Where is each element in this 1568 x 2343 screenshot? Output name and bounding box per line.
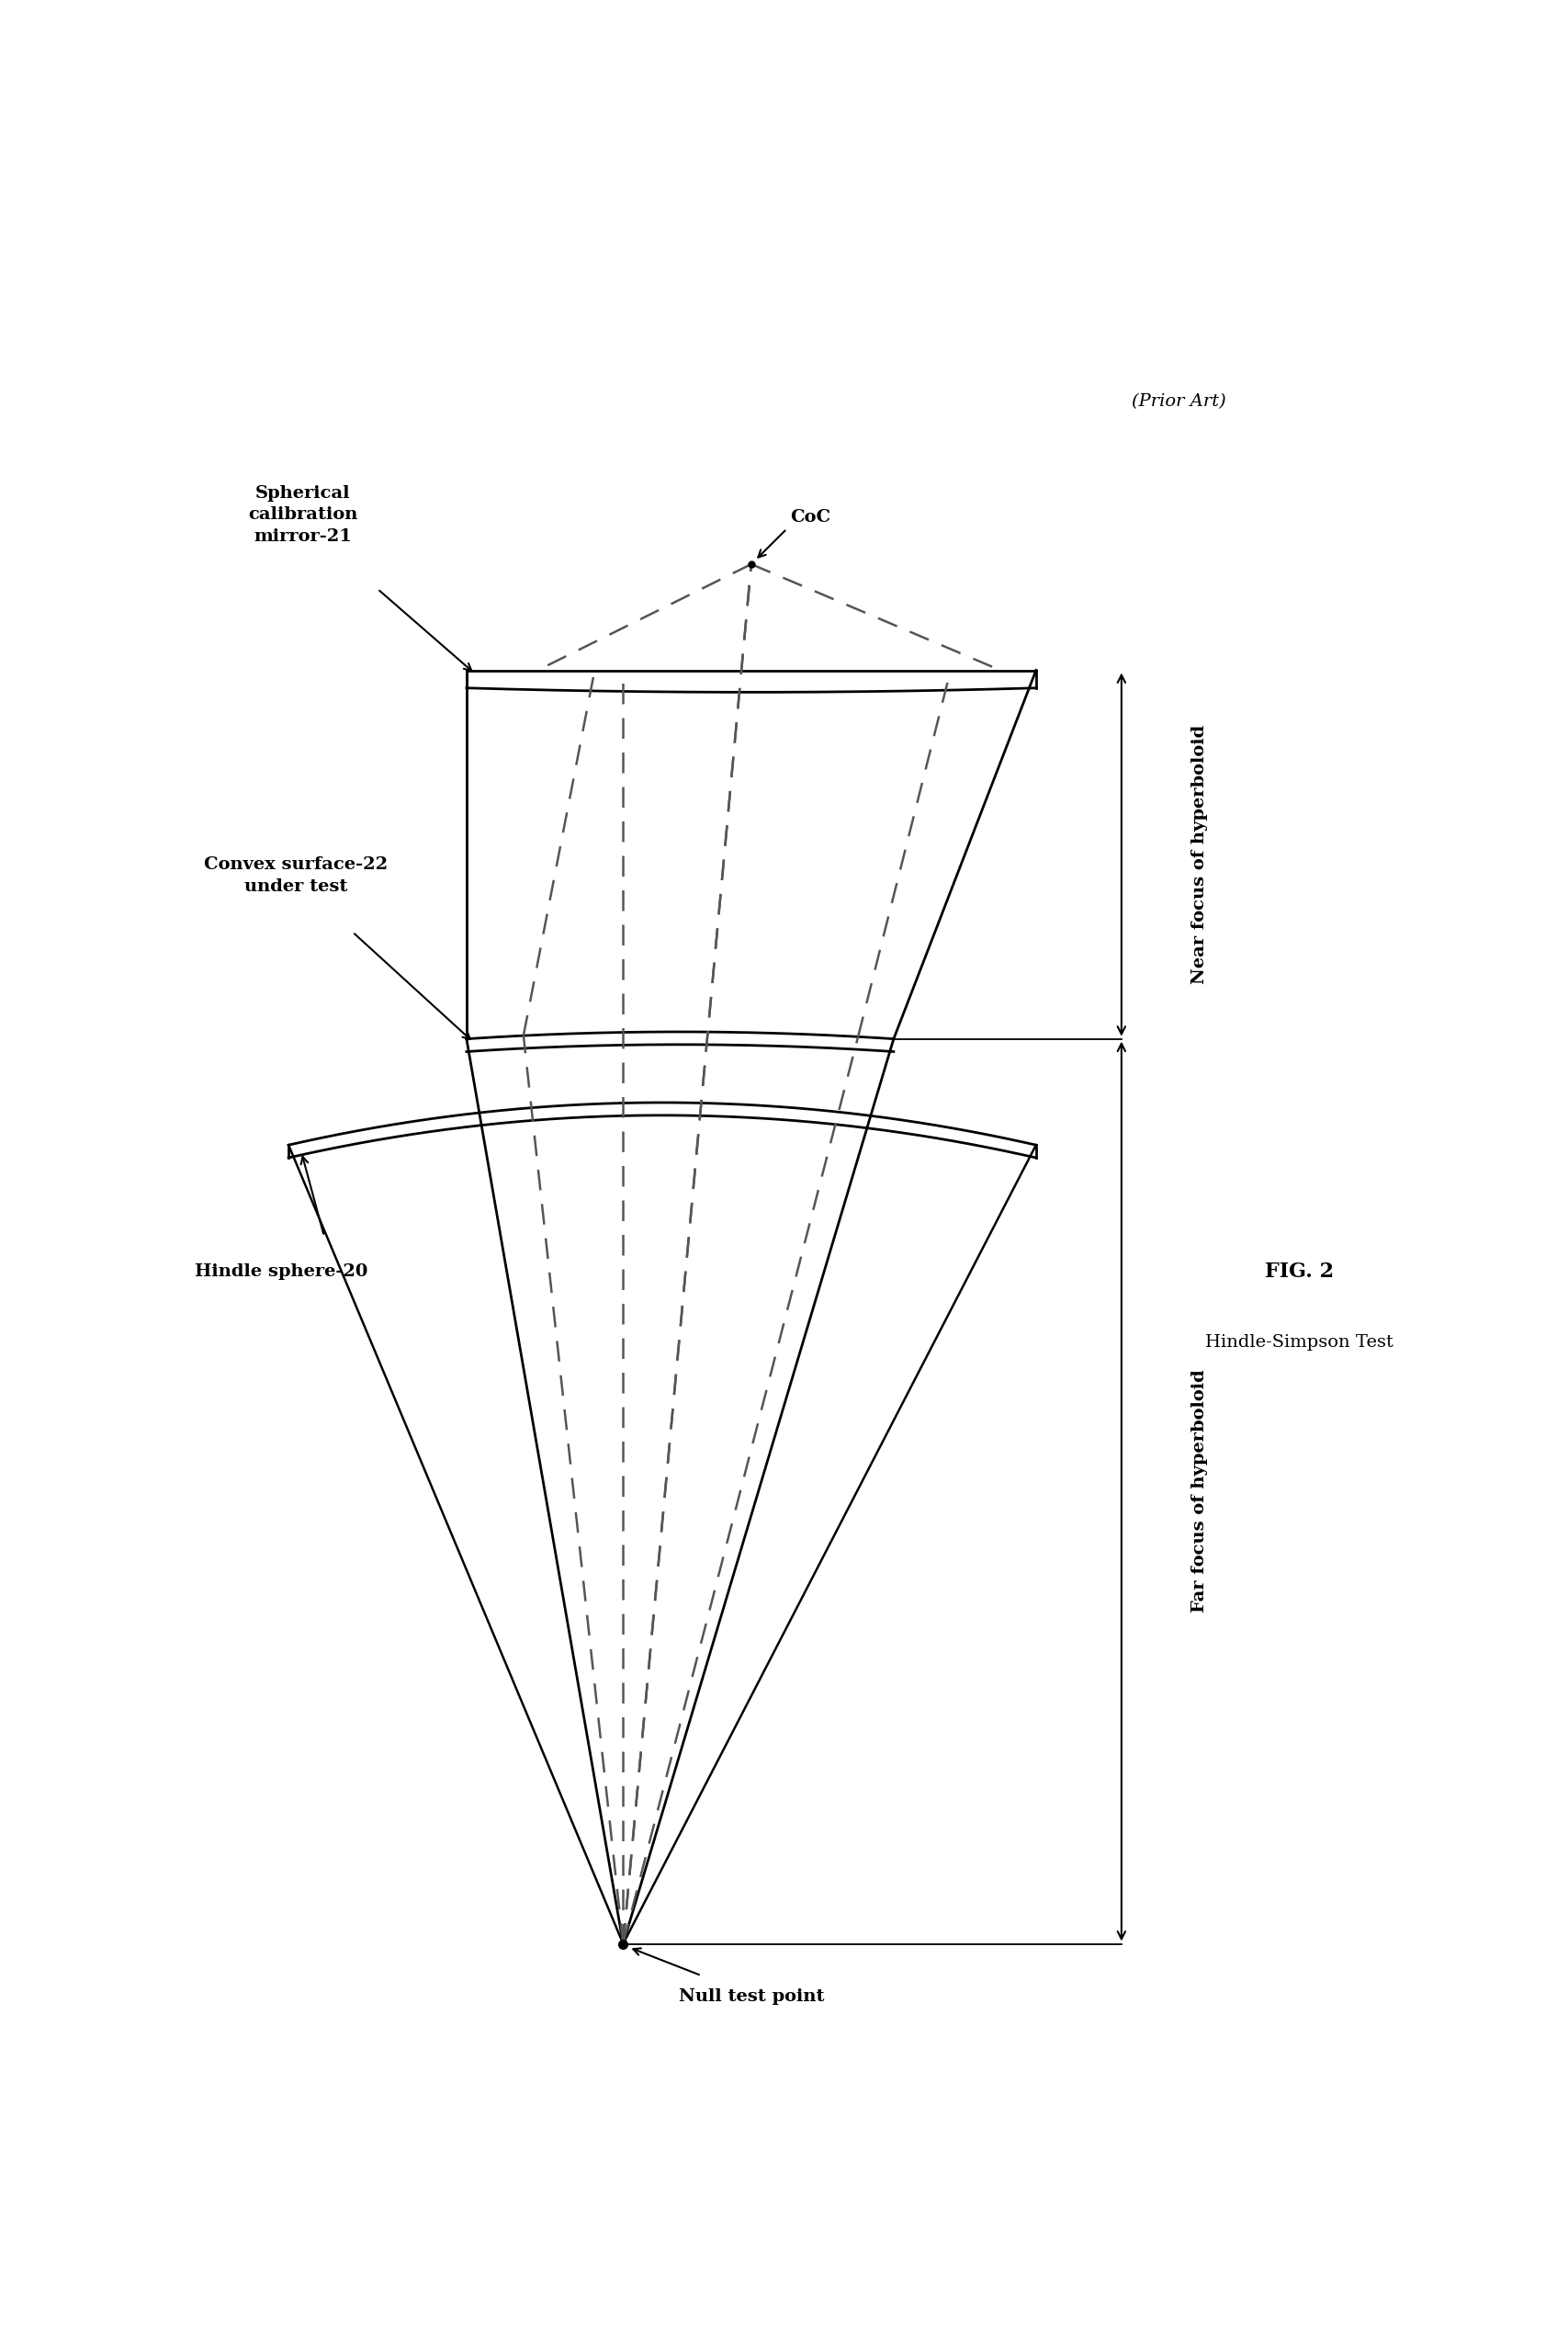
Text: Far focus of hyperboloid: Far focus of hyperboloid bbox=[1192, 1371, 1207, 1612]
Text: CoC: CoC bbox=[790, 508, 831, 525]
Text: Hindle sphere-20: Hindle sphere-20 bbox=[194, 1263, 368, 1279]
Text: Convex surface-22
under test: Convex surface-22 under test bbox=[204, 855, 387, 895]
Text: Spherical
calibration
mirror-21: Spherical calibration mirror-21 bbox=[248, 485, 358, 544]
Text: FIG. 2: FIG. 2 bbox=[1265, 1261, 1334, 1282]
Text: (Prior Art): (Prior Art) bbox=[1131, 394, 1226, 410]
Text: Near focus of hyperboloid: Near focus of hyperboloid bbox=[1192, 724, 1207, 984]
Text: Hindle-Simpson Test: Hindle-Simpson Test bbox=[1206, 1333, 1394, 1350]
Text: Null test point: Null test point bbox=[679, 1989, 825, 2006]
